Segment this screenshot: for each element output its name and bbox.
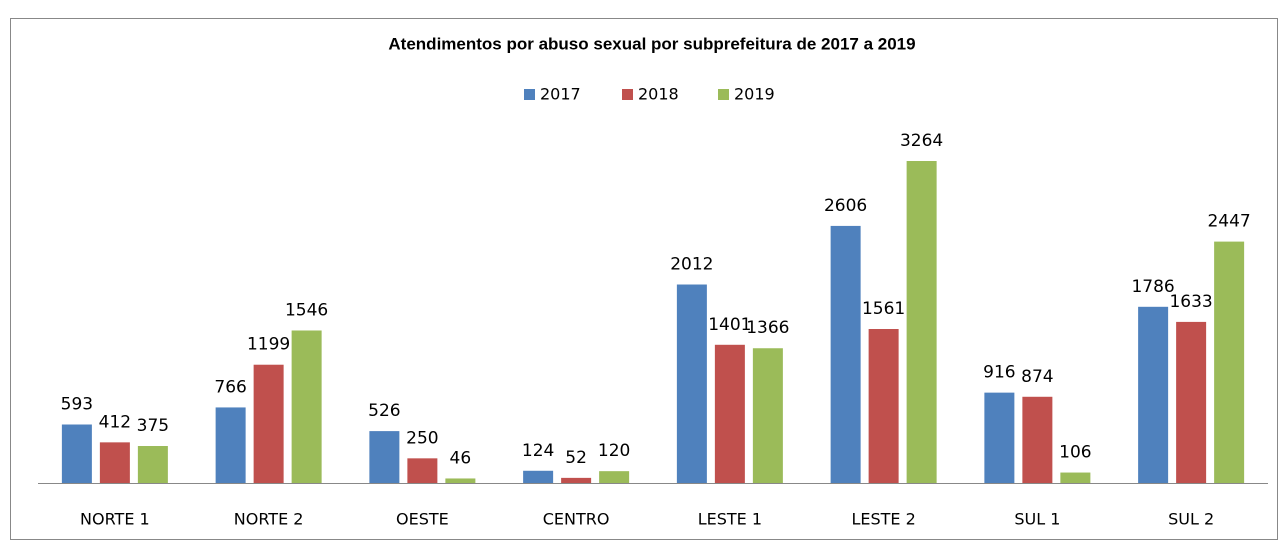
data-label: 46 [450,448,472,468]
data-label: 412 [99,412,131,432]
data-label: 2012 [670,255,713,275]
legend-swatch [622,89,633,100]
x-tick-label: LESTE 2 [851,510,915,529]
data-label: 593 [61,394,93,414]
bar [99,442,130,483]
data-label: 2606 [824,196,867,216]
data-label: 1633 [1169,292,1212,312]
chart-title: Atendimentos por abuso sexual por subpre… [388,34,915,53]
legend-swatch [524,89,535,100]
bar [752,348,783,483]
legend-swatch [718,89,729,100]
bar [830,225,861,483]
data-label: 124 [522,441,554,461]
bar [1138,306,1169,483]
data-label: 3264 [900,131,943,151]
bar [215,407,246,483]
bar [291,330,322,483]
bar [1060,472,1091,483]
bar [906,161,937,483]
data-label: 1786 [1131,277,1174,297]
x-tick-label: CENTRO [543,510,610,529]
bar [676,284,707,483]
bar [1176,321,1207,483]
bar [1022,396,1053,483]
bar [369,431,400,483]
data-label: 766 [214,377,246,397]
data-label: 120 [598,441,630,461]
legend-label: 2017 [540,85,581,104]
bar [523,470,554,483]
bar [253,364,284,483]
legend-label: 2018 [638,85,679,104]
data-label: 1561 [862,299,905,319]
bar [137,446,168,483]
data-label: 52 [565,448,587,468]
data-label: 1546 [285,300,328,320]
data-label: 526 [368,401,400,421]
data-label: 1401 [708,315,751,335]
data-label: 375 [137,416,169,436]
x-tick-label: LESTE 1 [698,510,762,529]
bar [984,392,1015,483]
legend-label: 2019 [734,85,775,104]
data-label: 1366 [746,318,789,338]
data-label: 916 [983,363,1015,383]
data-label: 1199 [247,335,290,355]
data-label: 106 [1059,443,1091,463]
bar [407,458,438,483]
x-tick-label: SUL 2 [1168,510,1214,529]
bar [445,478,476,483]
data-label: 2447 [1207,212,1250,232]
x-tick-label: NORTE 1 [80,510,150,529]
x-tick-label: SUL 1 [1014,510,1060,529]
bar [1214,241,1245,483]
bar [561,477,592,483]
x-tick-label: NORTE 2 [234,510,304,529]
data-label: 250 [406,428,438,448]
bar [599,471,630,483]
bar [868,329,899,483]
data-label: 874 [1021,367,1053,387]
bar [714,344,745,483]
x-tick-label: OESTE [396,510,449,529]
bar [61,424,92,483]
